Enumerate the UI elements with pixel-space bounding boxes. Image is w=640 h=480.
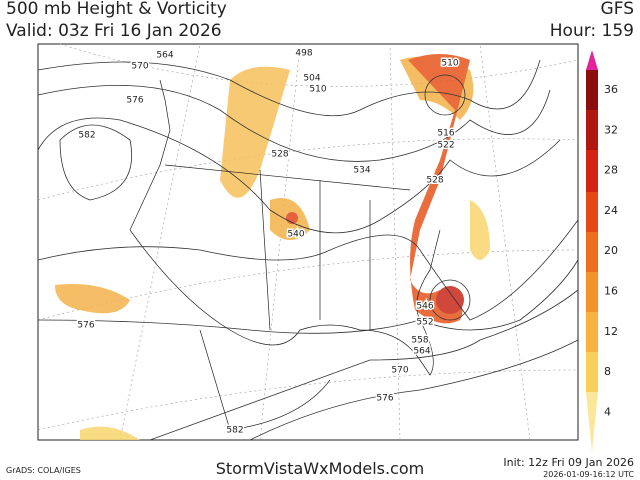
- contour-label: 540: [287, 230, 304, 240]
- colorbar-label: 4: [604, 405, 611, 418]
- colorbar-label: 28: [604, 164, 618, 177]
- colorbar-label: 24: [604, 204, 618, 217]
- borders: [129, 79, 441, 431]
- colorbar-label: 8: [604, 365, 611, 378]
- colorbar: 36 32 28 24 20 16 12 8 4: [586, 50, 618, 452]
- model: GFS: [601, 0, 634, 19]
- contour-label: 522: [437, 141, 454, 151]
- init-time: Init: 12z Fri 09 Jan 2026: [503, 456, 634, 469]
- contour-label: 564: [156, 51, 173, 61]
- valid-time: Valid: 03z Fri 16 Jan 2026: [6, 21, 222, 41]
- contour-label: 546: [416, 302, 433, 312]
- contour-label: 576: [126, 96, 143, 106]
- contour-label: 576: [376, 394, 393, 404]
- colorbar-label: 16: [604, 285, 618, 298]
- colorbar-label: 36: [604, 83, 618, 96]
- contour-label: 528: [271, 150, 288, 160]
- vorticity: [55, 54, 490, 440]
- colorbar-label: 20: [604, 244, 618, 257]
- contour-label: 504: [303, 74, 320, 84]
- contour-label: 558: [411, 336, 428, 346]
- contour-label: 552: [416, 318, 433, 328]
- title: 500 mb Height & Vorticity: [6, 0, 227, 19]
- contour-label: 510: [309, 85, 326, 95]
- contour-label: 534: [353, 166, 370, 176]
- map: 5645705765824985045105105165225285345285…: [37, 43, 579, 441]
- contour-label: 516: [437, 129, 454, 139]
- contour-label: 570: [131, 62, 148, 72]
- contour-label: 498: [295, 49, 312, 59]
- contour-label: 570: [391, 366, 408, 376]
- contour-label: 510: [441, 59, 458, 69]
- contour-label: 582: [78, 131, 95, 141]
- contour-label: 528: [426, 176, 443, 186]
- height-contours: [37, 59, 579, 441]
- software: GrADS: COLA/IGES: [6, 466, 81, 475]
- contour-label: 576: [77, 321, 94, 331]
- timestamp: 2026-01-09-16:12 UTC: [543, 470, 634, 479]
- site: StormVistaWxModels.com: [216, 459, 424, 478]
- contour-label: 582: [226, 426, 243, 436]
- contour-label: 564: [413, 347, 430, 357]
- colorbar-label: 12: [604, 325, 618, 338]
- forecast-hour: Hour: 159: [550, 21, 634, 41]
- colorbar-label: 32: [604, 123, 618, 136]
